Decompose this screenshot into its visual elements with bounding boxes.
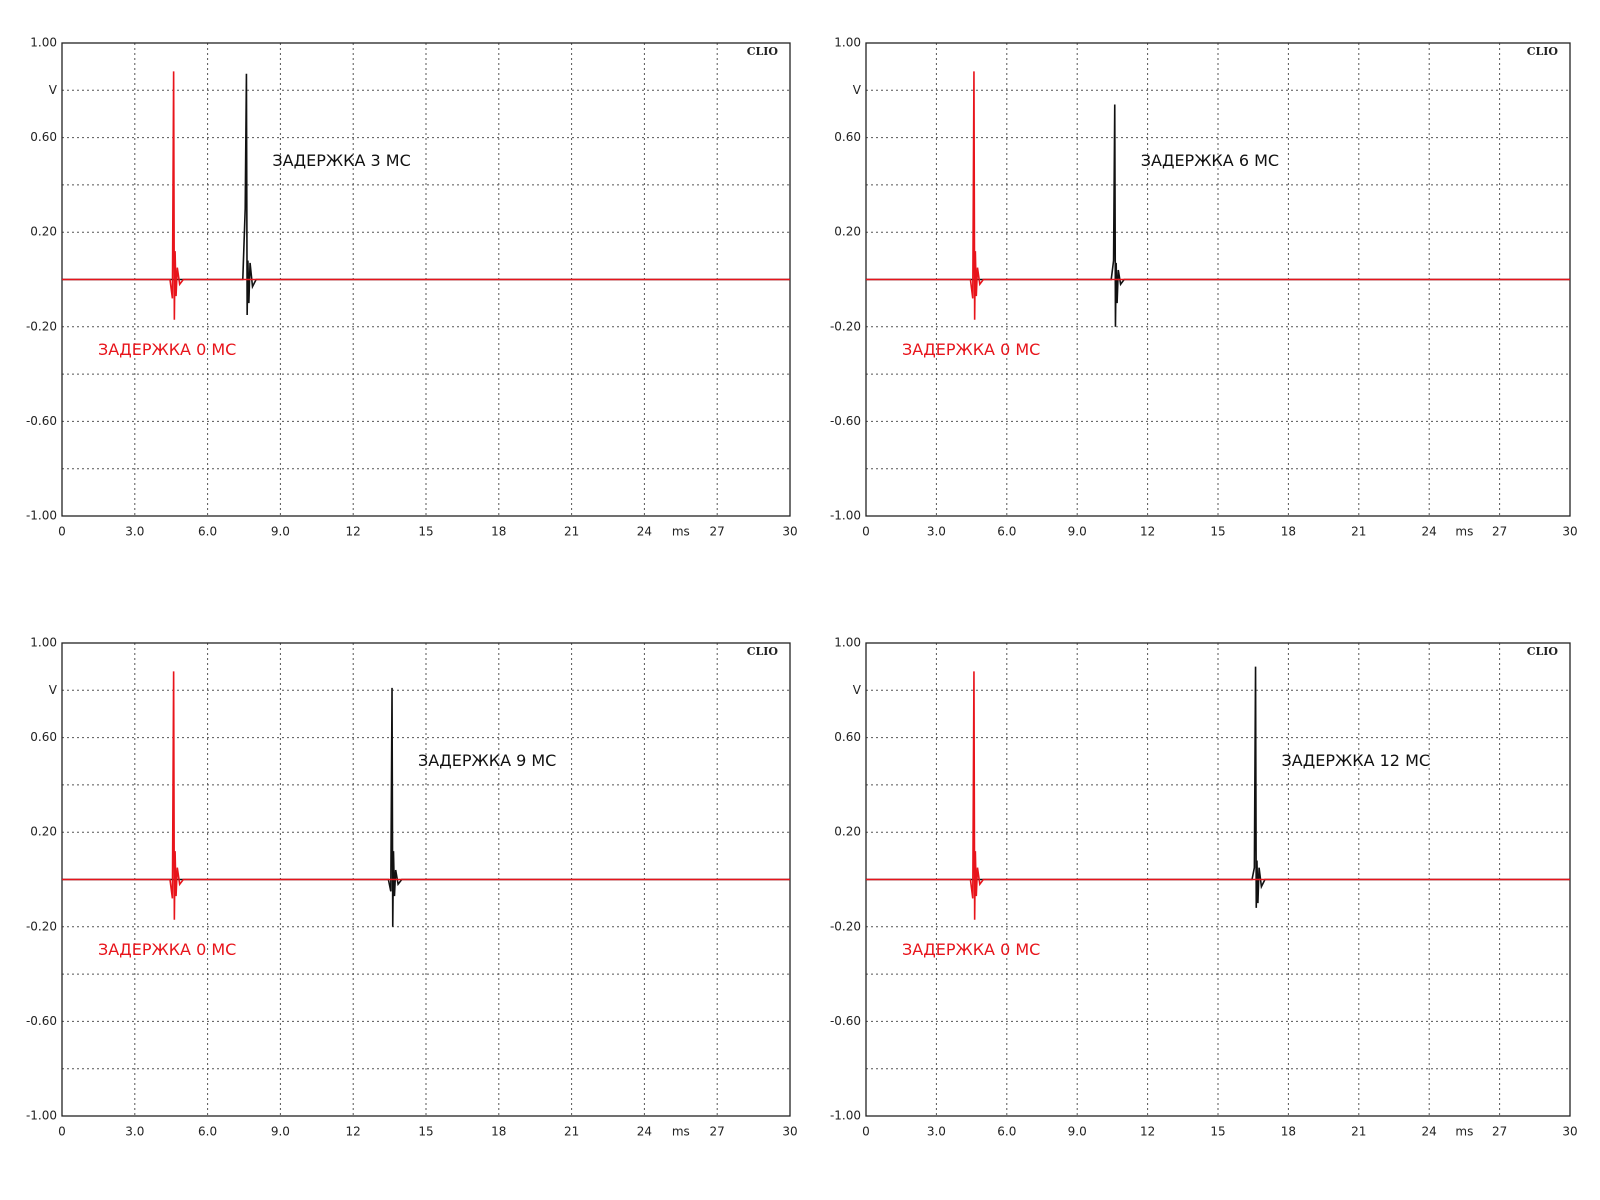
x-tick-label: 0 [58, 525, 66, 539]
y-tick-label: 1.00 [30, 36, 57, 50]
data-line [62, 671, 790, 920]
x-tick-label: 3.0 [125, 1125, 144, 1139]
y-tick-label: -0.20 [830, 919, 861, 933]
x-tick-label: 15 [418, 525, 433, 539]
x-tick-label: 6.0 [997, 525, 1016, 539]
chart-panel: 0 3.0 6.0 9.0 12 15 18 21 24 27 30 -1.00 -0.60 -0.20 0… [26, 36, 798, 539]
x-tick-label: 3.0 [927, 525, 946, 539]
x-tick-label: 21 [1351, 1125, 1366, 1139]
x-tick-label: 12 [346, 525, 361, 539]
y-tick-label: 0.20 [30, 225, 57, 239]
series-label: ЗАДЕРЖКА 9 МС [418, 751, 556, 770]
y-tick-label: -0.60 [830, 414, 861, 428]
series-label: ЗАДЕРЖКА 0 МС [902, 340, 1040, 359]
y-tick-label: 0.60 [834, 730, 861, 744]
series-label: ЗАДЕРЖКА 0 МС [98, 940, 236, 959]
x-tick-label: 21 [564, 525, 579, 539]
x-tick-label: 15 [1210, 525, 1225, 539]
x-axis-label: ms [672, 1125, 690, 1139]
x-tick-label: 27 [1492, 525, 1507, 539]
y-tick-label: -0.60 [830, 1014, 861, 1028]
x-tick-label: 30 [782, 1125, 797, 1139]
x-tick-label: 24 [637, 1125, 652, 1139]
y-tick-label: 0.20 [834, 225, 861, 239]
y-axis-label: V [49, 683, 58, 697]
x-tick-label: 3.0 [927, 1125, 946, 1139]
x-tick-label: 9.0 [271, 525, 290, 539]
y-axis-label: V [853, 683, 862, 697]
x-tick-label: 0 [862, 525, 870, 539]
x-tick-label: 18 [1281, 1125, 1296, 1139]
x-tick-label: 15 [418, 1125, 433, 1139]
x-tick-label: 3.0 [125, 525, 144, 539]
brand-label: CLIO [747, 45, 779, 58]
x-tick-label: 30 [1562, 1125, 1577, 1139]
y-tick-label: -1.00 [830, 1109, 861, 1123]
brand-label: CLIO [747, 645, 779, 658]
y-tick-label: -0.60 [26, 414, 57, 428]
y-axis-label: V [49, 83, 58, 97]
y-axis-label: V [853, 83, 862, 97]
x-tick-label: 21 [1351, 525, 1366, 539]
x-tick-label: 27 [1492, 1125, 1507, 1139]
brand-label: CLIO [1527, 45, 1559, 58]
series-label: ЗАДЕРЖКА 0 МС [98, 340, 236, 359]
data-line [62, 71, 790, 320]
series-label: ЗАДЕРЖКА 6 МС [1141, 151, 1279, 170]
x-tick-label: 9.0 [1068, 525, 1087, 539]
y-tick-label: 0.20 [834, 825, 861, 839]
y-tick-label: 0.60 [30, 130, 57, 144]
x-tick-label: 24 [1422, 1125, 1437, 1139]
y-tick-label: -0.60 [26, 1014, 57, 1028]
x-tick-label: 0 [58, 1125, 66, 1139]
x-tick-label: 18 [491, 1125, 506, 1139]
x-tick-label: 21 [564, 1125, 579, 1139]
x-tick-label: 24 [1422, 525, 1437, 539]
y-tick-label: 0.20 [30, 825, 57, 839]
x-axis-label: ms [1455, 1125, 1473, 1139]
x-axis-label: ms [672, 525, 690, 539]
x-tick-label: 6.0 [198, 1125, 217, 1139]
data-line [866, 671, 1570, 920]
y-tick-label: 1.00 [30, 636, 57, 650]
y-tick-label: 1.00 [834, 636, 861, 650]
x-tick-label: 24 [637, 525, 652, 539]
chart-panel: 0 3.0 6.0 9.0 12 15 18 21 24 27 30 -1.00 -0.60 -0.20 0… [830, 636, 1578, 1139]
y-tick-label: -1.00 [26, 1109, 57, 1123]
x-tick-label: 12 [346, 1125, 361, 1139]
y-tick-label: 1.00 [834, 36, 861, 50]
x-axis-label: ms [1455, 525, 1473, 539]
y-tick-label: 0.60 [30, 730, 57, 744]
x-tick-label: 6.0 [198, 525, 217, 539]
x-tick-label: 9.0 [271, 1125, 290, 1139]
x-tick-label: 18 [1281, 525, 1296, 539]
x-tick-label: 30 [782, 525, 797, 539]
y-tick-label: 0.60 [834, 130, 861, 144]
y-tick-label: -0.20 [26, 919, 57, 933]
series-label: ЗАДЕРЖКА 0 МС [902, 940, 1040, 959]
x-tick-label: 0 [862, 1125, 870, 1139]
x-tick-label: 6.0 [997, 1125, 1016, 1139]
x-tick-label: 12 [1140, 525, 1155, 539]
y-tick-label: -1.00 [830, 509, 861, 523]
x-tick-label: 9.0 [1068, 1125, 1087, 1139]
x-tick-label: 27 [710, 525, 725, 539]
x-tick-label: 27 [710, 1125, 725, 1139]
y-tick-label: -1.00 [26, 509, 57, 523]
x-tick-label: 18 [491, 525, 506, 539]
series-label: ЗАДЕРЖКА 12 МС [1282, 751, 1431, 770]
chart-panel: 0 3.0 6.0 9.0 12 15 18 21 24 27 30 -1.00 -0.60 -0.20 0… [26, 636, 798, 1139]
x-tick-label: 15 [1210, 1125, 1225, 1139]
x-tick-label: 12 [1140, 1125, 1155, 1139]
x-tick-label: 30 [1562, 525, 1577, 539]
series-label: ЗАДЕРЖКА 3 МС [272, 151, 410, 170]
y-tick-label: -0.20 [830, 319, 861, 333]
chart-panel: 0 3.0 6.0 9.0 12 15 18 21 24 27 30 -1.00 -0.60 -0.20 0… [830, 36, 1578, 539]
data-line [866, 666, 1570, 908]
data-line [866, 71, 1570, 320]
y-tick-label: -0.20 [26, 319, 57, 333]
brand-label: CLIO [1527, 645, 1559, 658]
